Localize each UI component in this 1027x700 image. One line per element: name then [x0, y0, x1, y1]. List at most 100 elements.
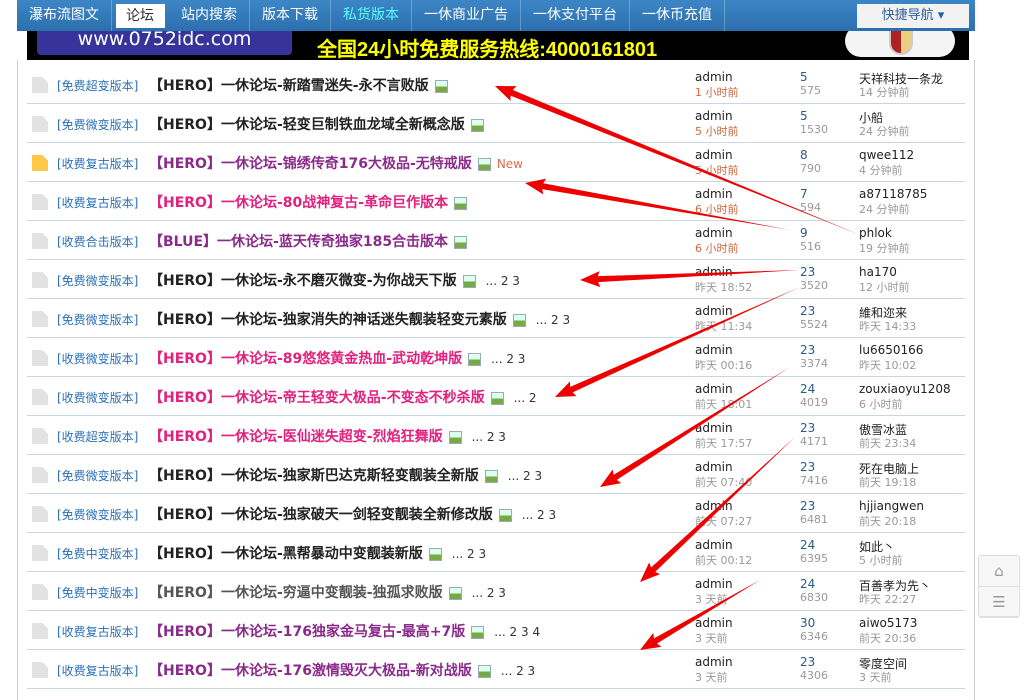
thread-title-link[interactable]: 【HERO】一休论坛-独家破天一剑轻变靓装全新修改版: [149, 507, 493, 523]
last-poster-link[interactable]: a87118785: [859, 187, 928, 201]
category-link[interactable]: [免费微变版本]: [57, 118, 139, 132]
author-link[interactable]: admin: [695, 499, 733, 513]
thread-title-link[interactable]: 【HERO】一休论坛-帝王轻变大极品-不变态不秒杀版: [149, 390, 485, 406]
page-links[interactable]: ... 2: [513, 391, 537, 405]
nav-item[interactable]: 瀑布流图文: [17, 0, 112, 31]
reply-count[interactable]: 24: [800, 577, 816, 591]
category-link[interactable]: [免费微变版本]: [57, 469, 139, 483]
last-post-time[interactable]: 昨天 22:27: [859, 593, 917, 606]
last-poster-link[interactable]: 如此丶: [859, 540, 896, 554]
reply-count[interactable]: 23: [800, 265, 816, 279]
last-post-time[interactable]: 6 小时前: [859, 398, 903, 411]
author-link[interactable]: admin: [695, 343, 733, 357]
last-poster-link[interactable]: ha170: [859, 265, 897, 279]
author-link[interactable]: admin: [695, 577, 733, 591]
reply-count[interactable]: 23: [800, 343, 816, 357]
last-poster-link[interactable]: hjjiangwen: [859, 499, 924, 513]
nav-item[interactable]: 一休支付平台: [521, 0, 630, 31]
last-post-time[interactable]: 昨天 10:02: [859, 359, 917, 372]
reply-count[interactable]: 5: [800, 109, 808, 123]
last-post-time[interactable]: 前天 20:36: [859, 632, 917, 645]
author-link[interactable]: admin: [695, 265, 733, 279]
category-link[interactable]: [免费微变版本]: [57, 313, 139, 327]
last-poster-link[interactable]: 天祥科技一条龙: [859, 72, 944, 86]
last-post-time[interactable]: 24 分钟前: [859, 203, 910, 216]
last-post-time[interactable]: 14 分钟前: [859, 86, 910, 99]
reply-count[interactable]: 23: [800, 499, 816, 513]
category-link[interactable]: [收费超变版本]: [57, 430, 139, 444]
last-post-time[interactable]: 19 分钟前: [859, 242, 910, 255]
reply-count[interactable]: 8: [800, 148, 808, 162]
list-icon[interactable]: ☰: [979, 587, 1019, 618]
thread-title-link[interactable]: 【HERO】一休论坛-锦绣传奇176大极品-无特戒版: [149, 156, 472, 172]
reply-count[interactable]: 24: [800, 538, 816, 552]
page-links[interactable]: ... 2 3 4: [494, 625, 541, 639]
nav-item[interactable]: 一休商业广告: [412, 0, 521, 31]
author-link[interactable]: admin: [695, 655, 733, 669]
last-poster-link[interactable]: phlok: [859, 226, 892, 240]
reply-count[interactable]: 23: [800, 421, 816, 435]
author-link[interactable]: admin: [695, 421, 733, 435]
category-link[interactable]: [收费合击版本]: [57, 235, 139, 249]
last-post-time[interactable]: 前天 19:18: [859, 476, 917, 489]
category-link[interactable]: [免费超变版本]: [57, 79, 139, 93]
thread-title-link[interactable]: 【HERO】一休论坛-新踏雪迷失-永不言败版: [149, 78, 429, 94]
last-post-time[interactable]: 前天 20:18: [859, 515, 917, 528]
last-poster-link[interactable]: 維和迩来: [859, 306, 908, 320]
nav-item[interactable]: 站内搜索: [169, 0, 250, 31]
author-link[interactable]: admin: [695, 382, 733, 396]
category-link[interactable]: [收费微变版本]: [57, 391, 139, 405]
last-poster-link[interactable]: lu6650166: [859, 343, 924, 357]
thread-title-link[interactable]: 【HERO】一休论坛-176激情毁灭大极品-新对战版: [149, 663, 472, 679]
last-poster-link[interactable]: 零度空间: [859, 657, 908, 671]
nav-item[interactable]: 一休币充值: [630, 0, 725, 31]
reply-count[interactable]: 23: [800, 655, 816, 669]
author-link[interactable]: admin: [695, 616, 733, 630]
page-links[interactable]: ... 2 3: [471, 430, 506, 444]
thread-title-link[interactable]: 【HERO】一休论坛-黑帮暴动中变靓装新版: [149, 546, 423, 562]
last-poster-link[interactable]: 百善孝为先丶: [859, 579, 932, 593]
thread-title-link[interactable]: 【HERO】一休论坛-医仙迷失超变-烈焰狂舞版: [149, 429, 443, 445]
page-links[interactable]: ... 2 3: [500, 664, 536, 678]
thread-title-link[interactable]: 【HERO】一休论坛-永不磨灭微变-为你战天下版: [149, 273, 457, 289]
thread-title-link[interactable]: 【BLUE】一休论坛-蓝天传奇独家185合击版本: [149, 234, 449, 250]
category-link[interactable]: [收费复古版本]: [57, 664, 139, 678]
last-post-time[interactable]: 24 分钟前: [859, 125, 910, 138]
reply-count[interactable]: 23: [800, 304, 816, 318]
author-link[interactable]: admin: [695, 109, 733, 123]
reply-count[interactable]: 9: [800, 226, 808, 240]
page-links[interactable]: ... 2 3: [485, 274, 520, 288]
author-link[interactable]: admin: [695, 70, 733, 84]
last-post-time[interactable]: 4 分钟前: [859, 164, 903, 177]
thread-title-link[interactable]: 【HERO】一休论坛-176独家金马复古-最高+7版: [149, 624, 466, 640]
page-links[interactable]: ... 2 3: [507, 469, 543, 483]
page-links[interactable]: ... 2 3: [471, 586, 506, 600]
category-link[interactable]: [收费微变版本]: [57, 352, 139, 366]
page-links[interactable]: ... 2 3: [535, 313, 571, 327]
last-poster-link[interactable]: 傲雪冰蓝: [859, 423, 908, 437]
reply-count[interactable]: 5: [800, 70, 808, 84]
nav-item[interactable]: 论坛: [116, 3, 165, 28]
reply-count[interactable]: 30: [800, 616, 816, 630]
page-links[interactable]: ... 2 3: [521, 508, 557, 522]
author-link[interactable]: admin: [695, 460, 733, 474]
back-to-top-icon[interactable]: ⌂: [979, 556, 1019, 587]
thread-title-link[interactable]: 【HERO】一休论坛-80战神复古-革命巨作版本: [149, 195, 449, 211]
last-post-time[interactable]: 12 小时前: [859, 281, 910, 294]
page-links[interactable]: ... 2 3: [491, 352, 526, 366]
nav-item[interactable]: 私货版本: [331, 0, 412, 31]
category-link[interactable]: [收费复古版本]: [57, 625, 139, 639]
author-link[interactable]: admin: [695, 187, 733, 201]
category-link[interactable]: [免费微变版本]: [57, 508, 139, 522]
thread-title-link[interactable]: 【HERO】一休论坛-89悠悠黄金热血-武动乾坤版: [149, 351, 463, 367]
thread-title-link[interactable]: 【HERO】一休论坛-穷逼中变靓装-独孤求败版: [149, 585, 443, 601]
category-link[interactable]: [免费中变版本]: [57, 586, 139, 600]
reply-count[interactable]: 24: [800, 382, 816, 396]
last-post-time[interactable]: 昨天 14:33: [859, 320, 917, 333]
thread-title-link[interactable]: 【HERO】一休论坛-独家斯巴达克斯轻变靓装全新版: [149, 468, 479, 484]
category-link[interactable]: [免费微变版本]: [57, 274, 139, 288]
author-link[interactable]: admin: [695, 226, 733, 240]
page-links[interactable]: ... 2 3: [451, 547, 487, 561]
last-post-time[interactable]: 5 小时前: [859, 554, 903, 567]
last-poster-link[interactable]: qwee112: [859, 148, 915, 162]
